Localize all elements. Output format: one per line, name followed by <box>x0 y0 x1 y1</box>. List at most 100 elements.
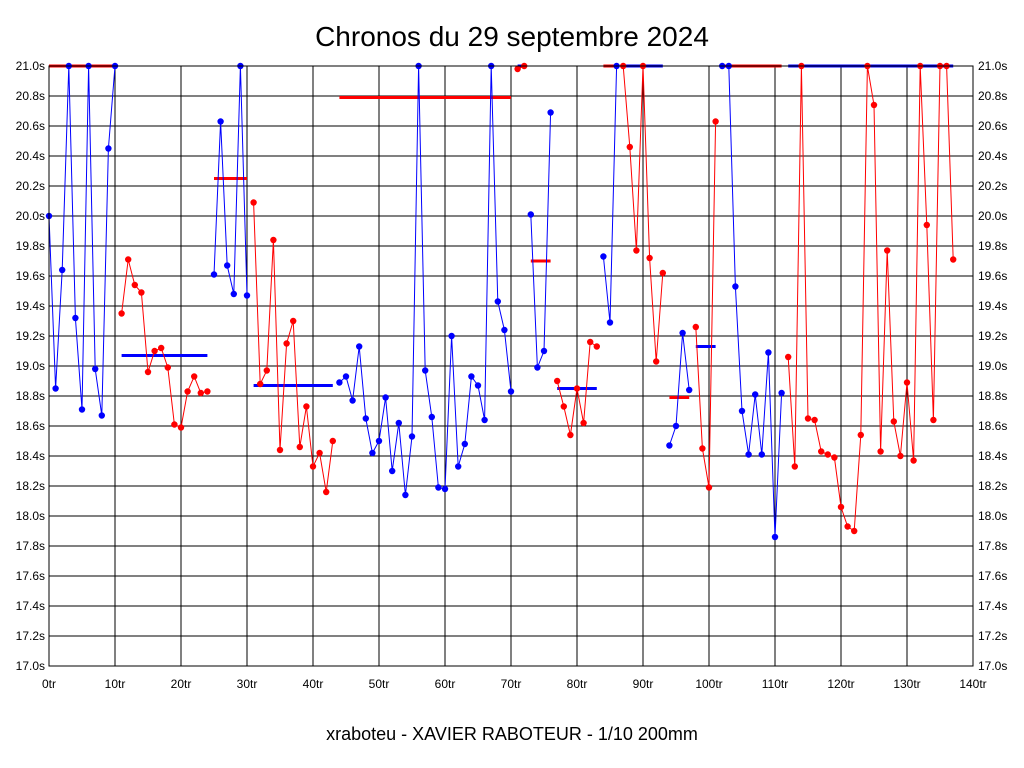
lap-point <box>804 415 812 422</box>
y-tick-label-left: 17.4s <box>16 599 45 613</box>
y-tick-label-left: 19.0s <box>16 359 45 373</box>
x-tick-label: 130tr <box>893 677 920 691</box>
lap-point <box>408 433 416 440</box>
y-tick-label-left: 20.4s <box>16 149 45 163</box>
lap-point <box>323 488 330 496</box>
x-tick-label: 90tr <box>633 677 654 691</box>
lap-point <box>712 118 719 125</box>
lap-point <box>118 310 125 317</box>
lap-point <box>98 412 106 419</box>
lap-point <box>382 394 389 401</box>
lap-point <box>389 467 396 475</box>
y-tick-label-left: 17.6s <box>16 569 45 583</box>
lap-point <box>646 254 653 262</box>
lap-point <box>758 451 765 458</box>
lap-point <box>375 437 383 445</box>
y-tick-label-left: 20.0s <box>16 209 45 223</box>
lap-series <box>210 62 251 299</box>
lap-point <box>600 253 607 260</box>
lap-series <box>250 199 336 496</box>
y-tick-label-left: 18.8s <box>16 389 45 403</box>
lap-point <box>692 323 699 331</box>
series-line <box>722 65 783 538</box>
lap-point <box>422 367 429 374</box>
lap-point <box>633 247 640 254</box>
y-tick-label-left: 18.0s <box>16 509 45 523</box>
y-tick-label-left: 17.2s <box>16 629 45 643</box>
lap-point <box>593 343 600 350</box>
y-tick-label-left: 17.8s <box>16 539 45 553</box>
lap-point <box>468 373 475 380</box>
lap-point <box>369 449 376 457</box>
x-tick-label: 20tr <box>171 677 192 691</box>
lap-point <box>276 446 284 454</box>
lap-point <box>897 452 904 460</box>
lap-series <box>527 109 554 371</box>
lap-series <box>666 329 693 449</box>
y-tick-label-left: 19.2s <box>16 329 45 343</box>
lap-point <box>309 463 317 470</box>
y-tick-label-left: 17.0s <box>16 659 45 673</box>
lap-point <box>884 247 891 254</box>
lap-point <box>144 368 152 376</box>
lap-point <box>455 463 462 470</box>
y-tick-label-left: 21.0s <box>16 59 45 73</box>
y-tick-label-right: 17.2s <box>978 629 1007 643</box>
x-tick-label: 50tr <box>369 677 390 691</box>
y-tick-label-right: 19.4s <box>978 299 1007 313</box>
y-tick-label-right: 18.2s <box>978 479 1007 493</box>
lap-point <box>824 451 831 458</box>
lap-point <box>329 437 336 445</box>
lap-point <box>250 199 257 206</box>
lap-series <box>692 118 719 491</box>
lap-point <box>870 101 878 109</box>
y-tick-labels: 17.0s 17.0s 17.2s 17.2s 17.4s 17.4s 17.6s 17.6s… <box>16 59 1008 673</box>
lap-point <box>844 523 851 530</box>
lap-point <box>210 271 218 278</box>
lap-point <box>283 340 290 347</box>
lap-point <box>606 319 614 326</box>
lap-point <box>270 236 277 244</box>
lap-point <box>851 527 858 535</box>
y-tick-label-right: 18.4s <box>978 449 1007 463</box>
y-tick-label-right: 19.2s <box>978 329 1007 343</box>
lap-point <box>481 416 488 424</box>
lap-point <box>164 364 171 371</box>
lap-point <box>448 332 455 340</box>
y-tick-label-right: 18.8s <box>978 389 1007 403</box>
y-tick-label-left: 19.4s <box>16 299 45 313</box>
y-tick-label-right: 19.8s <box>978 239 1007 253</box>
x-tick-label: 120tr <box>827 677 854 691</box>
lap-point <box>752 391 759 398</box>
y-tick-label-right: 17.8s <box>978 539 1007 553</box>
lap-point <box>765 349 772 356</box>
lap-series <box>554 338 600 439</box>
plot-frame <box>48 65 974 667</box>
x-tick-label: 140tr <box>959 677 986 691</box>
series-line <box>695 121 717 488</box>
x-tick-label: 110tr <box>762 677 788 691</box>
x-tick-label: 10tr <box>105 677 126 691</box>
series-line <box>530 112 552 368</box>
lap-point <box>72 314 79 322</box>
lap-point <box>910 457 917 464</box>
chart-footer: xraboteu - XAVIER RABOTEUR - 1/10 200mm <box>326 724 698 744</box>
x-tick-labels: 0tr 10tr 20tr 30tr 40tr 50tr 60tr 70tr 80tr 90tr 1… <box>42 677 987 691</box>
lap-point <box>151 347 158 355</box>
lap-point <box>428 413 435 421</box>
y-tick-label-right: 19.6s <box>978 269 1007 283</box>
lap-point <box>290 317 297 325</box>
lap-point <box>501 326 508 334</box>
lap-point <box>204 388 211 395</box>
lap-point <box>818 448 825 455</box>
lap-point <box>224 262 231 269</box>
x-tick-label: 0tr <box>42 677 56 691</box>
lap-point <box>441 485 449 493</box>
lap-point <box>903 379 911 386</box>
lap-point <box>303 403 310 410</box>
lap-point <box>197 389 204 397</box>
y-tick-label-left: 18.2s <box>16 479 45 493</box>
lap-point <box>745 451 752 458</box>
y-tick-label-left: 20.2s <box>16 179 45 193</box>
